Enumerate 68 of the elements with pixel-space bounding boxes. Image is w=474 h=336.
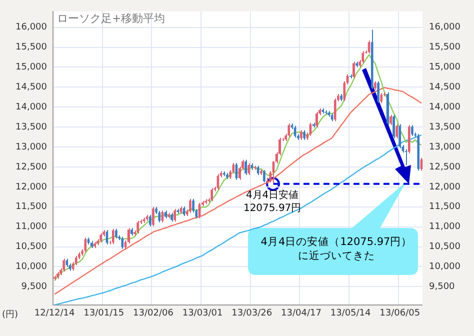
candlestick <box>377 80 380 104</box>
y-tick-label: 11,000 <box>16 222 48 232</box>
y2-tick-label: 15,000 <box>429 62 461 73</box>
y-tick-label: 14,500 <box>16 82 48 93</box>
candlestick <box>389 114 392 126</box>
x-tick-label: 13/03/26 <box>232 308 272 319</box>
x-tick-label: 13/02/06 <box>132 308 174 319</box>
y2-tick-label: 12,500 <box>429 162 461 172</box>
candlestick <box>136 220 139 234</box>
candlestick <box>115 228 118 239</box>
y2-tick-label: 16,000 <box>429 22 461 33</box>
y-tick-label: 16,000 <box>16 22 48 33</box>
chart-title: ローソク足+移動平均 <box>57 12 166 27</box>
y2-tick-label: 9,500 <box>429 282 456 292</box>
y-tick-label: 9,500 <box>21 282 48 292</box>
candlestick <box>334 98 336 122</box>
candlestick <box>62 258 65 272</box>
candlestick <box>288 122 290 138</box>
x-tick-label: 13/06/05 <box>380 308 420 319</box>
candlestick <box>398 124 402 149</box>
x-tick-label: 13/01/15 <box>84 308 124 319</box>
candlestick <box>362 50 364 64</box>
y2-tick-label: 14,500 <box>429 82 461 93</box>
y2-tick-label: 11,500 <box>429 202 461 212</box>
y2-tick-label: 14,000 <box>429 102 461 112</box>
candlestick <box>174 208 176 222</box>
candlestick <box>112 228 114 244</box>
y2-tick-label: 12,000 <box>429 182 461 192</box>
candlestick <box>263 170 266 183</box>
y2-tick-label: 10,000 <box>429 262 461 272</box>
y2-tick-label: 15,500 <box>429 42 461 53</box>
candlestick <box>152 206 154 227</box>
candlestick <box>300 130 302 140</box>
candlestick <box>396 124 398 139</box>
y-tick-label: 13,500 <box>16 122 48 132</box>
y2-tick-label: 11,000 <box>429 222 461 232</box>
y-tick-label: 14,000 <box>16 102 48 112</box>
y-tick-label: 10,000 <box>16 262 48 272</box>
y-tick-label: 12,000 <box>16 182 48 192</box>
y2-tick-label: 13,000 <box>429 142 461 152</box>
candlestick <box>411 124 414 136</box>
x-tick-label: 12/12/14 <box>34 308 76 319</box>
y-tick-label: 10,500 <box>16 242 48 252</box>
y-tick-label: 13,000 <box>16 142 48 152</box>
candlestick <box>248 162 250 176</box>
candlestick <box>148 214 152 227</box>
y-tick-label: 11,500 <box>16 202 48 212</box>
x-tick-label: 13/05/14 <box>330 308 372 319</box>
y-tick-label: 12,500 <box>16 162 48 172</box>
candlestick <box>121 236 124 250</box>
candlestick <box>404 148 408 166</box>
annotation: 4月4日の安値（12075.97円）に近づいてきた <box>260 236 414 264</box>
candlestick <box>303 130 306 140</box>
y2-tick-label: 10,500 <box>429 242 461 252</box>
x-tick-label: 13/04/17 <box>280 308 322 319</box>
candlestick <box>210 188 213 202</box>
y-tick-label: 15,000 <box>16 62 48 73</box>
candlestick <box>392 114 395 139</box>
candlestick <box>100 232 102 243</box>
candlestick <box>244 159 247 176</box>
candlestick <box>380 92 383 104</box>
candlestick <box>158 210 161 223</box>
y-tick-label: 15,500 <box>16 42 48 53</box>
candlestick <box>189 198 192 214</box>
x-tick-label: 13/03/01 <box>182 308 223 319</box>
candlestick <box>84 237 87 253</box>
y2-tick-label: 13,500 <box>429 122 461 132</box>
y-axis-title: (円) <box>2 310 18 322</box>
